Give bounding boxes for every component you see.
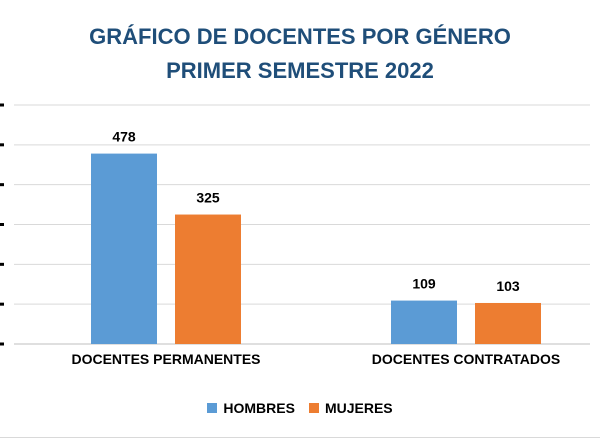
x-tick-label: DOCENTES CONTRATADOS (372, 351, 560, 367)
chart-subtitle: PRIMER SEMESTRE 2022 (166, 58, 434, 83)
legend-swatch-mujeres (308, 403, 319, 413)
bar (391, 300, 457, 344)
bar (475, 302, 541, 344)
data-label: 478 (112, 129, 136, 145)
legend-item-mujeres: MUJERES (308, 400, 393, 416)
data-label: 109 (412, 276, 436, 292)
x-tick-label: DOCENTES PERMANENTES (71, 351, 260, 367)
bar (91, 153, 157, 344)
legend-label-hombres: HOMBRES (223, 400, 295, 416)
legend-swatch-hombres (207, 403, 218, 413)
legend: HOMBRES MUJERES (0, 400, 600, 416)
data-label: 325 (196, 190, 220, 206)
data-label: 103 (496, 278, 520, 294)
chart-frame-bottom (0, 437, 600, 438)
legend-item-hombres: HOMBRES (207, 400, 295, 416)
bar (175, 214, 241, 344)
chart-title: GRÁFICO DE DOCENTES POR GÉNERO (89, 24, 511, 49)
legend-label-mujeres: MUJERES (324, 400, 393, 416)
